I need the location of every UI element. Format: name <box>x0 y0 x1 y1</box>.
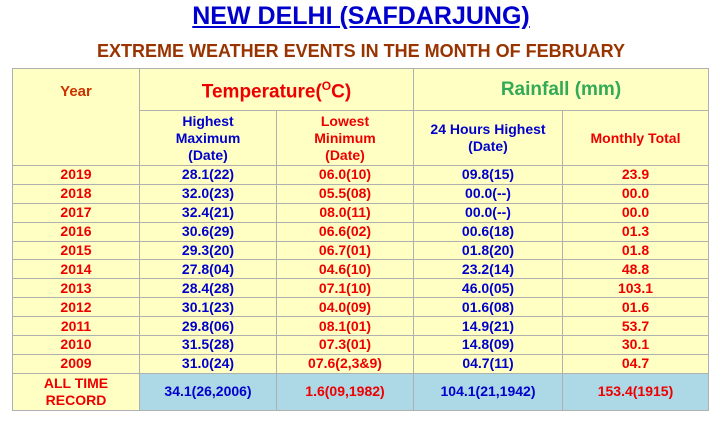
cell: 14.8(09) <box>413 335 563 355</box>
temperature-unit: C) <box>331 81 352 103</box>
cell: 14.9(21) <box>413 316 563 337</box>
cell: 00.0 <box>562 202 709 223</box>
cell: 28.1(22) <box>139 165 277 185</box>
cell: 01.3 <box>562 221 709 242</box>
cell: 07.3(01) <box>276 335 414 355</box>
year-header: Year <box>12 68 140 166</box>
subheader-line: Monthly Total <box>590 129 681 146</box>
data-row: 2010 31.5(28) 07.3(01) 14.8(09) 30.1 <box>12 335 709 355</box>
cell: 2010 <box>12 335 140 355</box>
cell: 2011 <box>12 316 140 337</box>
subheader-line: Lowest <box>320 112 370 129</box>
temperature-header: Temperature(OC) <box>139 68 414 111</box>
cell: 29.3(20) <box>139 240 277 261</box>
cell: 06.6(02) <box>276 221 414 242</box>
subheader: Highest Maximum (Date) <box>139 110 277 166</box>
subheader-line: (Date) <box>325 146 365 163</box>
cell: 2016 <box>12 221 140 242</box>
title-text: NEW DELHI (SAFDARJUNG) <box>192 2 530 30</box>
subheader: Monthly Total <box>562 110 709 166</box>
data-row: 2015 29.3(20) 06.7(01) 01.8(20) 01.8 <box>12 240 709 261</box>
data-row: 2009 31.0(24) 07.6(2,3&9) 04.7(11) 04.7 <box>12 353 709 374</box>
record-cell: 34.1(26,2006) <box>139 372 277 411</box>
cell: 01.6(08) <box>413 297 563 318</box>
cell: 46.0(05) <box>413 278 563 299</box>
record-cell: 153.4(1915) <box>562 372 709 411</box>
temperature-sup: O <box>321 79 332 94</box>
cell: 2017 <box>12 202 140 223</box>
cell: 00.0(--) <box>413 183 563 204</box>
cell: 01.8 <box>562 240 709 261</box>
cell: 2019 <box>12 165 140 185</box>
weather-table: Year Temperature(OC) Rainfall (mm) Highest M… <box>12 68 709 411</box>
data-row: 2013 28.4(28) 07.1(10) 46.0(05) 103.1 <box>12 278 709 299</box>
subheader-line: (Date) <box>468 138 508 154</box>
subheader: 24 Hours Highest (Date) <box>413 110 563 166</box>
subtitle: EXTREME WEATHER EVENTS IN THE MONTH OF F… <box>96 41 625 61</box>
subheader-line: (Date) <box>188 146 228 163</box>
rainfall-header: Rainfall (mm) <box>413 68 709 111</box>
cell: 2012 <box>12 297 140 318</box>
cell: 30.1 <box>562 335 709 355</box>
subheader-line: Highest <box>182 112 234 129</box>
cell: 07.6(2,3&9) <box>276 353 414 374</box>
cell: 2013 <box>12 278 140 299</box>
cell: 08.1(01) <box>276 316 414 337</box>
cell: 04.7 <box>562 353 709 374</box>
cell: 30.6(29) <box>139 221 277 242</box>
cell: 28.4(28) <box>139 278 277 299</box>
subheader-line: Maximum <box>175 129 241 146</box>
record-row: ALL TIME RECORD 34.1(26,2006) 1.6(09,1982)… <box>12 372 709 411</box>
data-row: 2016 30.6(29) 06.6(02) 00.6(18) 01.3 <box>12 221 709 242</box>
cell: 48.8 <box>562 259 709 280</box>
subheader-row: Highest Maximum (Date) Lowest Minimum (Date) 2… <box>13 110 709 166</box>
cell: 103.1 <box>562 278 709 299</box>
cell: 08.0(11) <box>276 202 414 223</box>
cell: 06.0(10) <box>276 165 414 185</box>
header-row: Year Temperature(OC) Rainfall (mm) <box>12 68 709 166</box>
cell: 05.5(08) <box>276 183 414 204</box>
cell: 23.9 <box>562 165 709 185</box>
data-row: 2017 32.4(21) 08.0(11) 00.0(--) 00.0 <box>12 202 709 223</box>
cell: 32.4(21) <box>139 202 277 223</box>
cell: 53.7 <box>562 316 709 337</box>
data-row: 2019 28.1(22) 06.0(10) 09.8(15) 23.9 <box>12 165 709 185</box>
cell: 01.6 <box>562 297 709 318</box>
title: NEW DELHI (SAFDARJUNG) <box>0 2 722 31</box>
cell: 23.2(14) <box>413 259 563 280</box>
subheader: Lowest Minimum (Date) <box>276 110 414 166</box>
cell: 04.6(10) <box>276 259 414 280</box>
cell: 04.0(09) <box>276 297 414 318</box>
data-row: 2011 29.8(06) 08.1(01) 14.9(21) 53.7 <box>12 316 709 337</box>
record-cell: ALL TIME RECORD <box>12 372 140 411</box>
data-row: 2014 27.8(04) 04.6(10) 23.2(14) 48.8 <box>12 259 709 280</box>
cell: 2015 <box>12 240 140 261</box>
data-row: 2012 30.1(23) 04.0(09) 01.6(08) 01.6 <box>12 297 709 318</box>
cell: 30.1(23) <box>139 297 277 318</box>
cell: 2018 <box>12 183 140 204</box>
cell: 06.7(01) <box>276 240 414 261</box>
cell: 2009 <box>12 353 140 374</box>
cell: 00.0 <box>562 183 709 204</box>
cell: 07.1(10) <box>276 278 414 299</box>
cell: 31.0(24) <box>139 353 277 374</box>
record-cell: 104.1(21,1942) <box>413 372 563 411</box>
subheader-line: Minimum <box>314 129 376 146</box>
cell: 32.0(23) <box>139 183 277 204</box>
cell: 31.5(28) <box>139 335 277 355</box>
cell: 29.8(06) <box>139 316 277 337</box>
cell: 00.0(--) <box>413 202 563 223</box>
record-cell: 1.6(09,1982) <box>276 372 414 411</box>
cell: 2014 <box>12 259 140 280</box>
cell: 01.8(20) <box>413 240 563 261</box>
cell: 09.8(15) <box>413 165 563 185</box>
subheader-line: 24 Hours Highest <box>430 121 546 137</box>
data-row: 2018 32.0(23) 05.5(08) 00.0(--) 00.0 <box>12 183 709 204</box>
cell: 04.7(11) <box>413 353 563 374</box>
cell: 27.8(04) <box>139 259 277 280</box>
temperature-text: Temperature( <box>201 81 322 103</box>
cell: 00.6(18) <box>413 221 563 242</box>
